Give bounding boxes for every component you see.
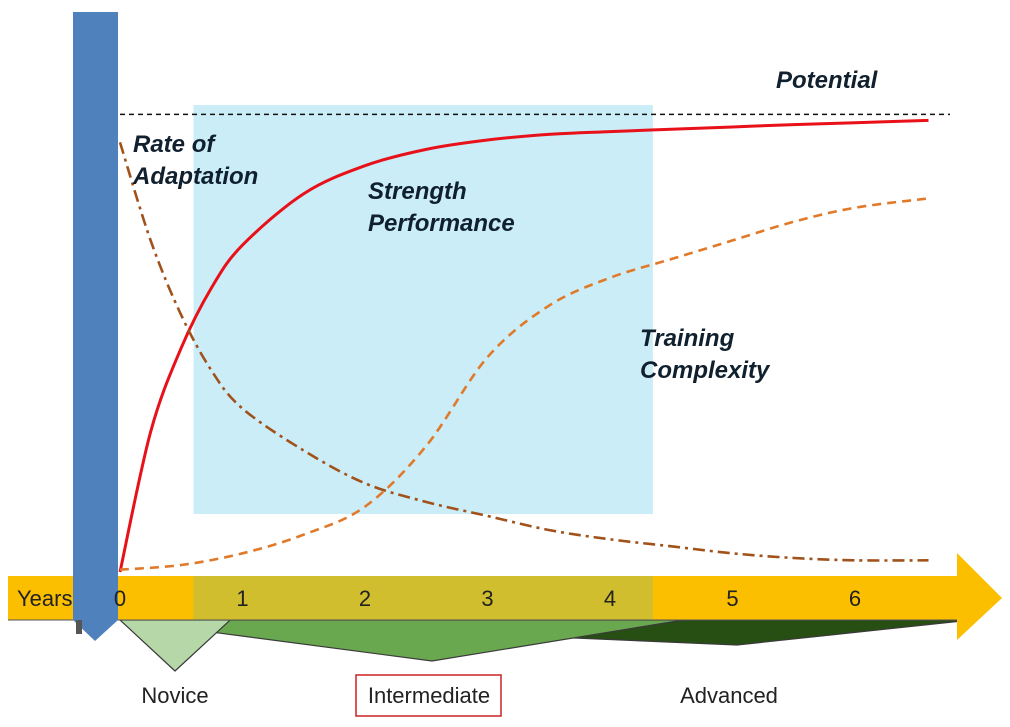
x-tick-label-1: 1: [236, 586, 248, 611]
x-tick-label-6: 6: [849, 586, 861, 611]
strength-performance-label-line-1: Strength: [368, 178, 467, 205]
strength-performance-curve: [118, 118, 929, 573]
x-tick-label-3: 3: [481, 586, 493, 611]
stage-label-intermediate: Intermediate: [368, 683, 490, 708]
years-axis-label: Years: [17, 586, 72, 611]
potential-label: Potential: [776, 67, 879, 94]
stage-label-novice: Novice: [141, 683, 208, 708]
x-tick-label-4: 4: [604, 586, 616, 611]
rate-of-adaptation-label-line-2: Adaptation: [132, 163, 258, 190]
x-tick-label-0: 0: [114, 586, 126, 611]
x-tick-label-5: 5: [726, 586, 738, 611]
stage-label-advanced: Advanced: [680, 683, 778, 708]
rate-of-adaptation-curve: [118, 141, 929, 562]
start-bar: [73, 12, 118, 620]
x-tick-label-2: 2: [359, 586, 371, 611]
training-complexity-curve: [119, 197, 929, 571]
intermediate-highlight-box: [355, 674, 502, 717]
time-arrow-highlight: [193, 576, 653, 620]
start-bar-shadow: [76, 620, 82, 634]
intermediate-highlight-band: [193, 105, 653, 514]
start-bar-tip: [73, 620, 118, 641]
strength-performance-label-line-2: Performance: [368, 210, 515, 237]
training-complexity-label-line-1: Training: [640, 325, 735, 352]
rate-of-adaptation-label-line-1: Rate of: [133, 131, 216, 158]
training-complexity-label-line-2: Complexity: [640, 357, 771, 384]
novice-stage-wedge: [118, 619, 232, 672]
